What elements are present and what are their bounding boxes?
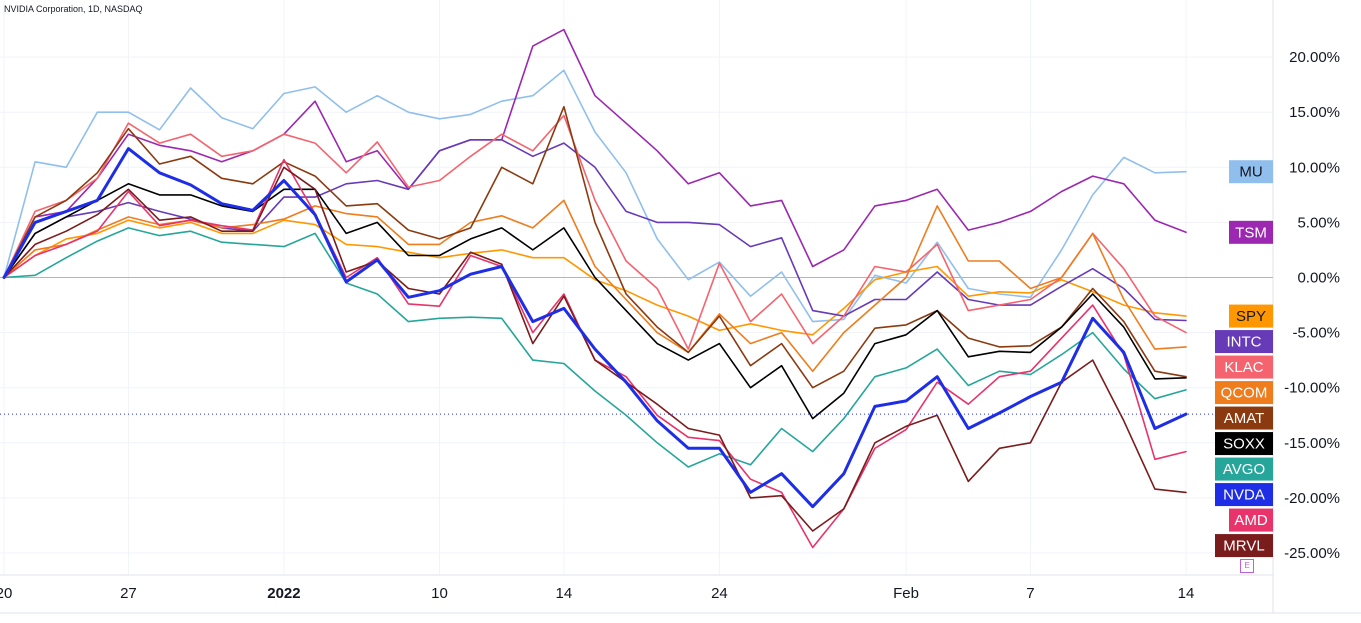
- tag-avgo[interactable]: AVGO: [1215, 457, 1273, 481]
- series-line-klac[interactable]: [3, 114, 1187, 350]
- tag-amd[interactable]: AMD: [1229, 508, 1273, 532]
- x-tick-label-10: 10: [431, 585, 448, 602]
- tag-label-tsm: TSM: [1235, 224, 1267, 241]
- y-tick-label-15-00-: 15.00%: [1289, 104, 1340, 121]
- y-axis[interactable]: 20.00% 15.00% 10.00% 5.00% 0.00% -5.00% -10.00…: [1284, 49, 1340, 562]
- tag-bg-soxx: [1215, 432, 1273, 456]
- tag-bg-nvda: [1215, 483, 1273, 507]
- tag-spy[interactable]: SPY: [1229, 304, 1273, 328]
- tag-label-avgo: AVGO: [1223, 461, 1265, 478]
- tag-label-spy: SPY: [1236, 308, 1266, 325]
- tag-bg-intc: [1215, 330, 1273, 354]
- symbol-tags[interactable]: MU TSM SPY INTC KLAC QCOM AMAT SOXX AVGO NVDA AMD M…: [1215, 160, 1273, 558]
- y-tick-label-20-00-: 20.00%: [1289, 49, 1340, 66]
- tag-amat[interactable]: AMAT: [1215, 406, 1273, 430]
- tag-mu[interactable]: MU: [1229, 160, 1273, 184]
- y-tick-label--10-00-: -10.00%: [1284, 380, 1340, 397]
- x-tick-label-14: 14: [556, 585, 573, 602]
- tag-intc[interactable]: INTC: [1215, 330, 1273, 354]
- x-tick-label-2022: 2022: [267, 585, 300, 602]
- tag-bg-amd: [1229, 508, 1273, 532]
- x-tick-label-14: 14: [1178, 585, 1195, 602]
- x-tick-label-feb: Feb: [893, 585, 919, 602]
- tag-label-qcom: QCOM: [1221, 385, 1268, 402]
- symbol-info: NVIDIA Corporation, 1D, NASDAQ: [4, 4, 143, 14]
- y-tick-label--15-00-: -15.00%: [1284, 435, 1340, 452]
- series-line-avgo[interactable]: [3, 227, 1187, 468]
- tag-label-soxx: SOXX: [1223, 436, 1265, 453]
- tag-bg-spy: [1229, 304, 1273, 328]
- y-tick-label-5-00-: 5.00%: [1297, 214, 1340, 231]
- series-line-tsm[interactable]: [3, 28, 1187, 279]
- series-line-amat[interactable]: [3, 105, 1187, 389]
- tag-bg-klac: [1215, 355, 1273, 379]
- y-tick-label--25-00-: -25.00%: [1284, 545, 1340, 562]
- y-tick-label--20-00-: -20.00%: [1284, 490, 1340, 507]
- y-tick-label-0-00-: 0.00%: [1297, 270, 1340, 287]
- tag-label-amat: AMAT: [1224, 410, 1265, 427]
- series-lines[interactable]: [2, 28, 1188, 549]
- tag-label-mu: MU: [1239, 164, 1262, 181]
- tag-bg-mrvl: [1215, 534, 1273, 558]
- scale-mode-badge[interactable]: E: [1240, 559, 1254, 573]
- y-tick-label--5-00-: -5.00%: [1292, 325, 1340, 342]
- x-axis[interactable]: 20 27 2022 10 14 24 Feb 7 14: [0, 585, 1194, 602]
- series-line-mrvl[interactable]: [3, 166, 1187, 532]
- tag-label-amd: AMD: [1234, 512, 1268, 529]
- tag-bg-tsm: [1229, 220, 1273, 244]
- tag-label-nvda: NVDA: [1223, 487, 1265, 504]
- tag-bg-qcom: [1215, 381, 1273, 405]
- tag-label-klac: KLAC: [1224, 359, 1263, 376]
- tag-bg-mu: [1229, 160, 1273, 184]
- tag-nvda[interactable]: NVDA: [1215, 483, 1273, 507]
- y-tick-label-10-00-: 10.00%: [1289, 159, 1340, 176]
- tag-qcom[interactable]: QCOM: [1215, 381, 1273, 405]
- x-tick-label-24: 24: [711, 585, 728, 602]
- tag-soxx[interactable]: SOXX: [1215, 432, 1273, 456]
- x-tick-label-7: 7: [1026, 585, 1034, 602]
- series-line-nvda[interactable]: [2, 147, 1188, 509]
- tag-mrvl[interactable]: MRVL: [1215, 534, 1273, 558]
- tag-bg-amat: [1215, 406, 1273, 430]
- series-line-soxx[interactable]: [3, 183, 1187, 420]
- series-line-spy[interactable]: [3, 219, 1187, 336]
- tag-label-mrvl: MRVL: [1223, 538, 1264, 555]
- tag-klac[interactable]: KLAC: [1215, 355, 1273, 379]
- tag-bg-avgo: [1215, 457, 1273, 481]
- x-tick-label-27: 27: [120, 585, 137, 602]
- tag-label-intc: INTC: [1227, 334, 1262, 351]
- tag-tsm[interactable]: TSM: [1229, 220, 1273, 244]
- series-line-mu[interactable]: [3, 69, 1187, 323]
- x-tick-label-20: 20: [0, 585, 12, 602]
